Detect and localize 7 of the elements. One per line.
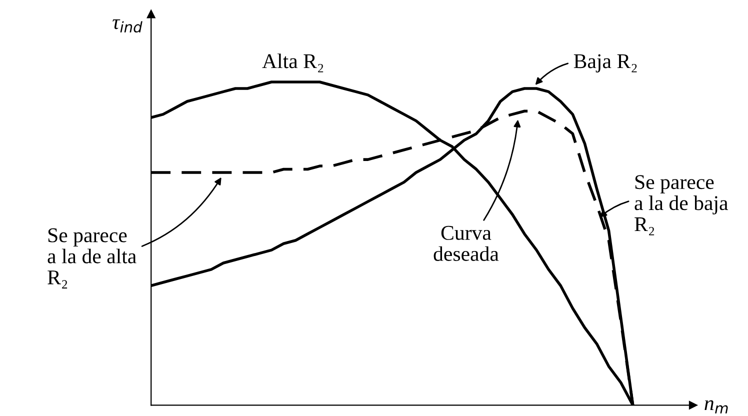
text: Se parece a la de alta R₂ [48,228,136,288]
x-axis-title: n$_{m}$ [704,400,728,414]
text: Baja R₂ [574,54,637,72]
annotation: Curva deseada [434,226,499,261]
annotation: Se parece a la de baja R₂ [634,175,728,236]
series-label: Alta R₂ [262,54,324,72]
y-axis-title: τ$_{ind}$ [112,19,142,33]
